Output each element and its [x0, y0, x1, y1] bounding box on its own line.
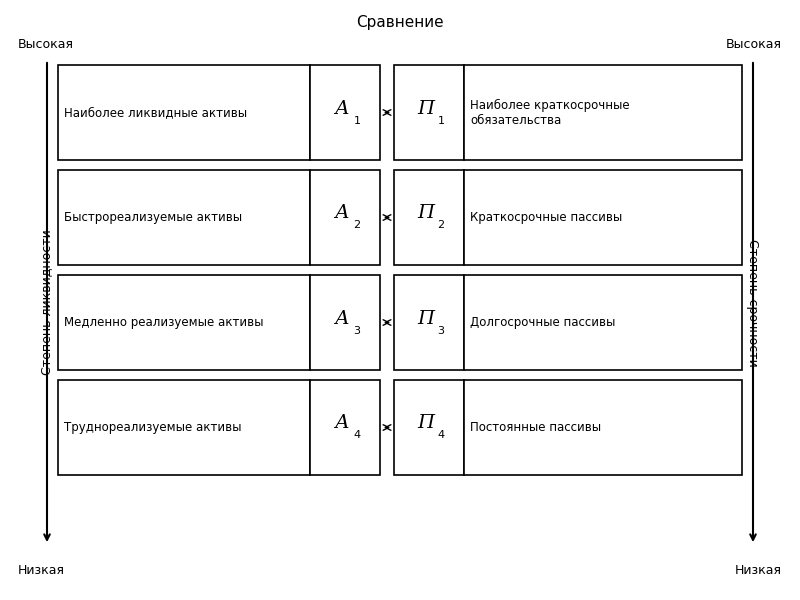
Text: Труднореализуемые активы: Труднореализуемые активы: [64, 421, 242, 434]
Text: Низкая: Низкая: [18, 563, 65, 577]
Bar: [464, 380, 742, 475]
Text: П: П: [418, 205, 434, 223]
Bar: [310, 275, 380, 370]
Text: 4: 4: [438, 431, 445, 440]
Bar: [310, 170, 380, 265]
Text: 1: 1: [354, 115, 361, 125]
Text: А: А: [334, 415, 350, 433]
Text: П: П: [418, 415, 434, 433]
Bar: [464, 170, 742, 265]
Text: Постоянные пассивы: Постоянные пассивы: [470, 421, 601, 434]
Text: 1: 1: [438, 115, 445, 125]
Bar: [58, 65, 310, 160]
Text: 3: 3: [438, 325, 445, 335]
Bar: [464, 65, 742, 160]
Bar: [310, 65, 380, 160]
Text: Наиболее краткосрочные
обязательства: Наиболее краткосрочные обязательства: [470, 98, 630, 127]
Text: 2: 2: [354, 220, 361, 230]
Text: Сравнение: Сравнение: [356, 14, 444, 29]
Bar: [58, 275, 310, 370]
Text: Низкая: Низкая: [735, 563, 782, 577]
Text: Наиболее ликвидные активы: Наиболее ликвидные активы: [64, 106, 247, 119]
Text: Высокая: Высокая: [726, 38, 782, 52]
Bar: [394, 380, 464, 475]
Bar: [394, 275, 464, 370]
Text: Краткосрочные пассивы: Краткосрочные пассивы: [470, 211, 622, 224]
Text: П: П: [418, 100, 434, 118]
Bar: [394, 170, 464, 265]
Text: 4: 4: [354, 431, 361, 440]
Text: 2: 2: [438, 220, 445, 230]
Bar: [464, 275, 742, 370]
Text: А: А: [334, 205, 350, 223]
Text: Медленно реализуемые активы: Медленно реализуемые активы: [64, 316, 263, 329]
Text: А: А: [334, 100, 350, 118]
Text: 3: 3: [354, 325, 361, 335]
Text: Быстрореализуемые активы: Быстрореализуемые активы: [64, 211, 242, 224]
Text: Степень ликвидности: Степень ликвидности: [41, 230, 54, 376]
Text: А: А: [334, 310, 350, 328]
Text: П: П: [418, 310, 434, 328]
Bar: [310, 380, 380, 475]
Bar: [394, 65, 464, 160]
Text: Высокая: Высокая: [18, 38, 74, 52]
Text: Долгосрочные пассивы: Долгосрочные пассивы: [470, 316, 615, 329]
Bar: [58, 170, 310, 265]
Text: Степень срочности: Степень срочности: [746, 239, 759, 367]
Bar: [58, 380, 310, 475]
